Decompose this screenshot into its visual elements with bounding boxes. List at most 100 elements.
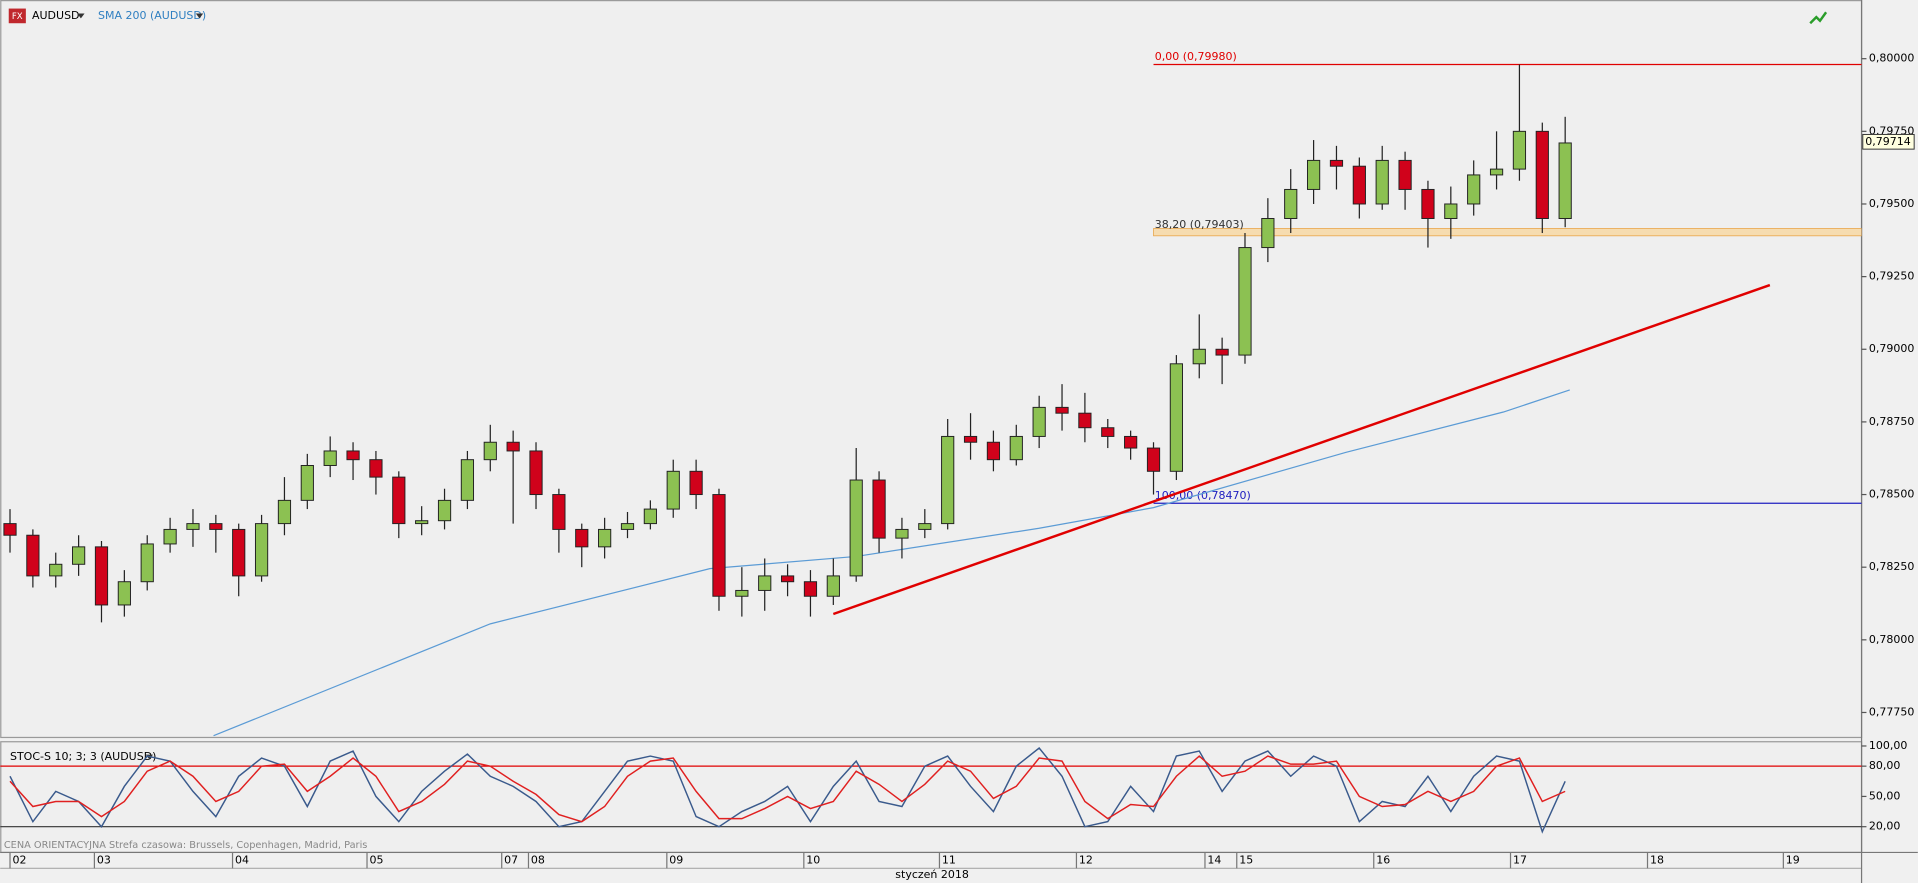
x-tick-label: 14 xyxy=(1207,853,1221,866)
x-tick-label: 12 xyxy=(1079,853,1093,866)
candle-body xyxy=(483,441,497,461)
candle-body xyxy=(598,528,612,548)
candle-body xyxy=(552,494,566,530)
symbol-icon xyxy=(8,8,26,24)
candle-body xyxy=(643,508,657,525)
overlay-name[interactable]: SMA 200 (AUDUSD) xyxy=(98,9,206,22)
candle-body xyxy=(575,528,589,548)
candle-body xyxy=(1261,218,1275,249)
candle-body xyxy=(712,494,726,597)
candle-body xyxy=(277,499,292,525)
indicator-title[interactable]: STOC-S 10; 3; 3 (AUDUSD) xyxy=(10,750,157,763)
candle-body xyxy=(620,523,635,530)
candle-body xyxy=(780,575,795,583)
axes: 02 03 04 05 07 08 09 10 11 12 14 15 16 17 18 19 0,80000 0… xyxy=(9,52,1915,869)
y-tick-label: 20,00 xyxy=(1869,820,1901,833)
candle-body xyxy=(1238,247,1252,356)
candle-body xyxy=(460,459,475,501)
candle-body xyxy=(209,523,223,530)
candle-body xyxy=(1032,406,1046,437)
candle-body xyxy=(1215,348,1229,356)
candle-body xyxy=(963,435,978,443)
x-tick-label: 03 xyxy=(97,853,111,866)
y-tick-label: 0,79000 xyxy=(1869,342,1915,355)
candle-body xyxy=(941,435,955,525)
tool-icon[interactable] xyxy=(1809,11,1828,25)
candle-body xyxy=(506,441,520,452)
candle-body xyxy=(1146,447,1161,472)
dropdown-arrow[interactable] xyxy=(195,13,204,19)
candle-body xyxy=(735,589,749,597)
candle-body xyxy=(49,563,63,577)
fib-label: 0,00 (0,79980) xyxy=(1155,50,1237,63)
candle-body xyxy=(872,479,886,539)
x-tick-label: 09 xyxy=(669,853,683,866)
candle-body xyxy=(437,499,452,522)
last-price-label: 0,79714 xyxy=(1865,135,1911,148)
candle-body xyxy=(369,459,383,478)
candle-body xyxy=(1169,363,1183,472)
trendline xyxy=(832,283,1771,616)
candle-body xyxy=(1375,159,1389,205)
candle-body xyxy=(163,528,177,545)
y-tick-label: 50,00 xyxy=(1869,789,1901,802)
last-price-box xyxy=(1862,133,1915,150)
candle-body xyxy=(666,470,680,510)
candle-body xyxy=(1421,188,1435,219)
candle-body xyxy=(1535,130,1549,219)
x-tick-label: 19 xyxy=(1786,853,1800,866)
x-tick-label: 17 xyxy=(1513,853,1527,866)
x-axis-label: styczeń 2018 xyxy=(895,868,969,881)
candle-body xyxy=(3,523,17,536)
x-tick-label: 10 xyxy=(806,853,820,866)
candle-body xyxy=(1558,142,1572,219)
candle-body xyxy=(415,520,429,525)
candle-body xyxy=(849,479,863,577)
candle-body xyxy=(72,546,86,565)
y-tick-label: 0,80000 xyxy=(1869,52,1915,65)
y-tick-label: 0,78250 xyxy=(1869,560,1915,573)
candle-body xyxy=(1055,406,1069,414)
x-tick-label: 16 xyxy=(1376,853,1390,866)
main-plot: 0,00 (0,79980)38,20 (0,79403)100,00 (0,7… xyxy=(3,50,1862,737)
stoch-line xyxy=(9,755,1566,823)
candle-body xyxy=(1398,159,1412,190)
y-tick-label: 0,78750 xyxy=(1869,415,1915,428)
x-tick-label: 07 xyxy=(504,853,518,866)
candle-body xyxy=(1329,159,1344,167)
x-tick-label: 05 xyxy=(369,853,383,866)
candle-body xyxy=(140,543,154,583)
stoch-plot xyxy=(0,746,1862,834)
y-tick-label: 100,00 xyxy=(1869,739,1908,752)
y-tick-label: 0,78500 xyxy=(1869,488,1915,501)
x-tick-label: 15 xyxy=(1239,853,1253,866)
candle-body xyxy=(1124,435,1138,449)
x-tick-label: 04 xyxy=(235,853,249,866)
sma-line xyxy=(213,389,1570,737)
y-tick-label: 0,78000 xyxy=(1869,633,1915,646)
x-tick-label: 18 xyxy=(1650,853,1664,866)
candle-body xyxy=(392,476,406,525)
candle-body xyxy=(918,523,932,530)
stoch-panel xyxy=(0,741,1863,854)
chart-title[interactable]: AUDUSD xyxy=(32,9,80,22)
main-panel xyxy=(0,0,1863,739)
candle-body xyxy=(94,546,109,606)
y-tick-label: 0,79500 xyxy=(1869,197,1915,210)
candle-body xyxy=(26,534,40,577)
fib-label: 38,20 (0,79403) xyxy=(1155,218,1244,231)
candle-body xyxy=(758,575,772,591)
dropdown-arrow[interactable] xyxy=(77,13,85,19)
candle-body xyxy=(1352,165,1366,205)
candle-body xyxy=(1467,174,1481,205)
candle-body xyxy=(1192,348,1206,365)
candle-body xyxy=(1284,188,1298,219)
candle-body xyxy=(1512,130,1527,170)
candle-body xyxy=(232,528,246,577)
candle-body xyxy=(186,523,200,530)
candle-body xyxy=(1444,203,1458,219)
y-tick-label: 0,79250 xyxy=(1869,270,1915,283)
x-tick-label: 02 xyxy=(12,853,26,866)
